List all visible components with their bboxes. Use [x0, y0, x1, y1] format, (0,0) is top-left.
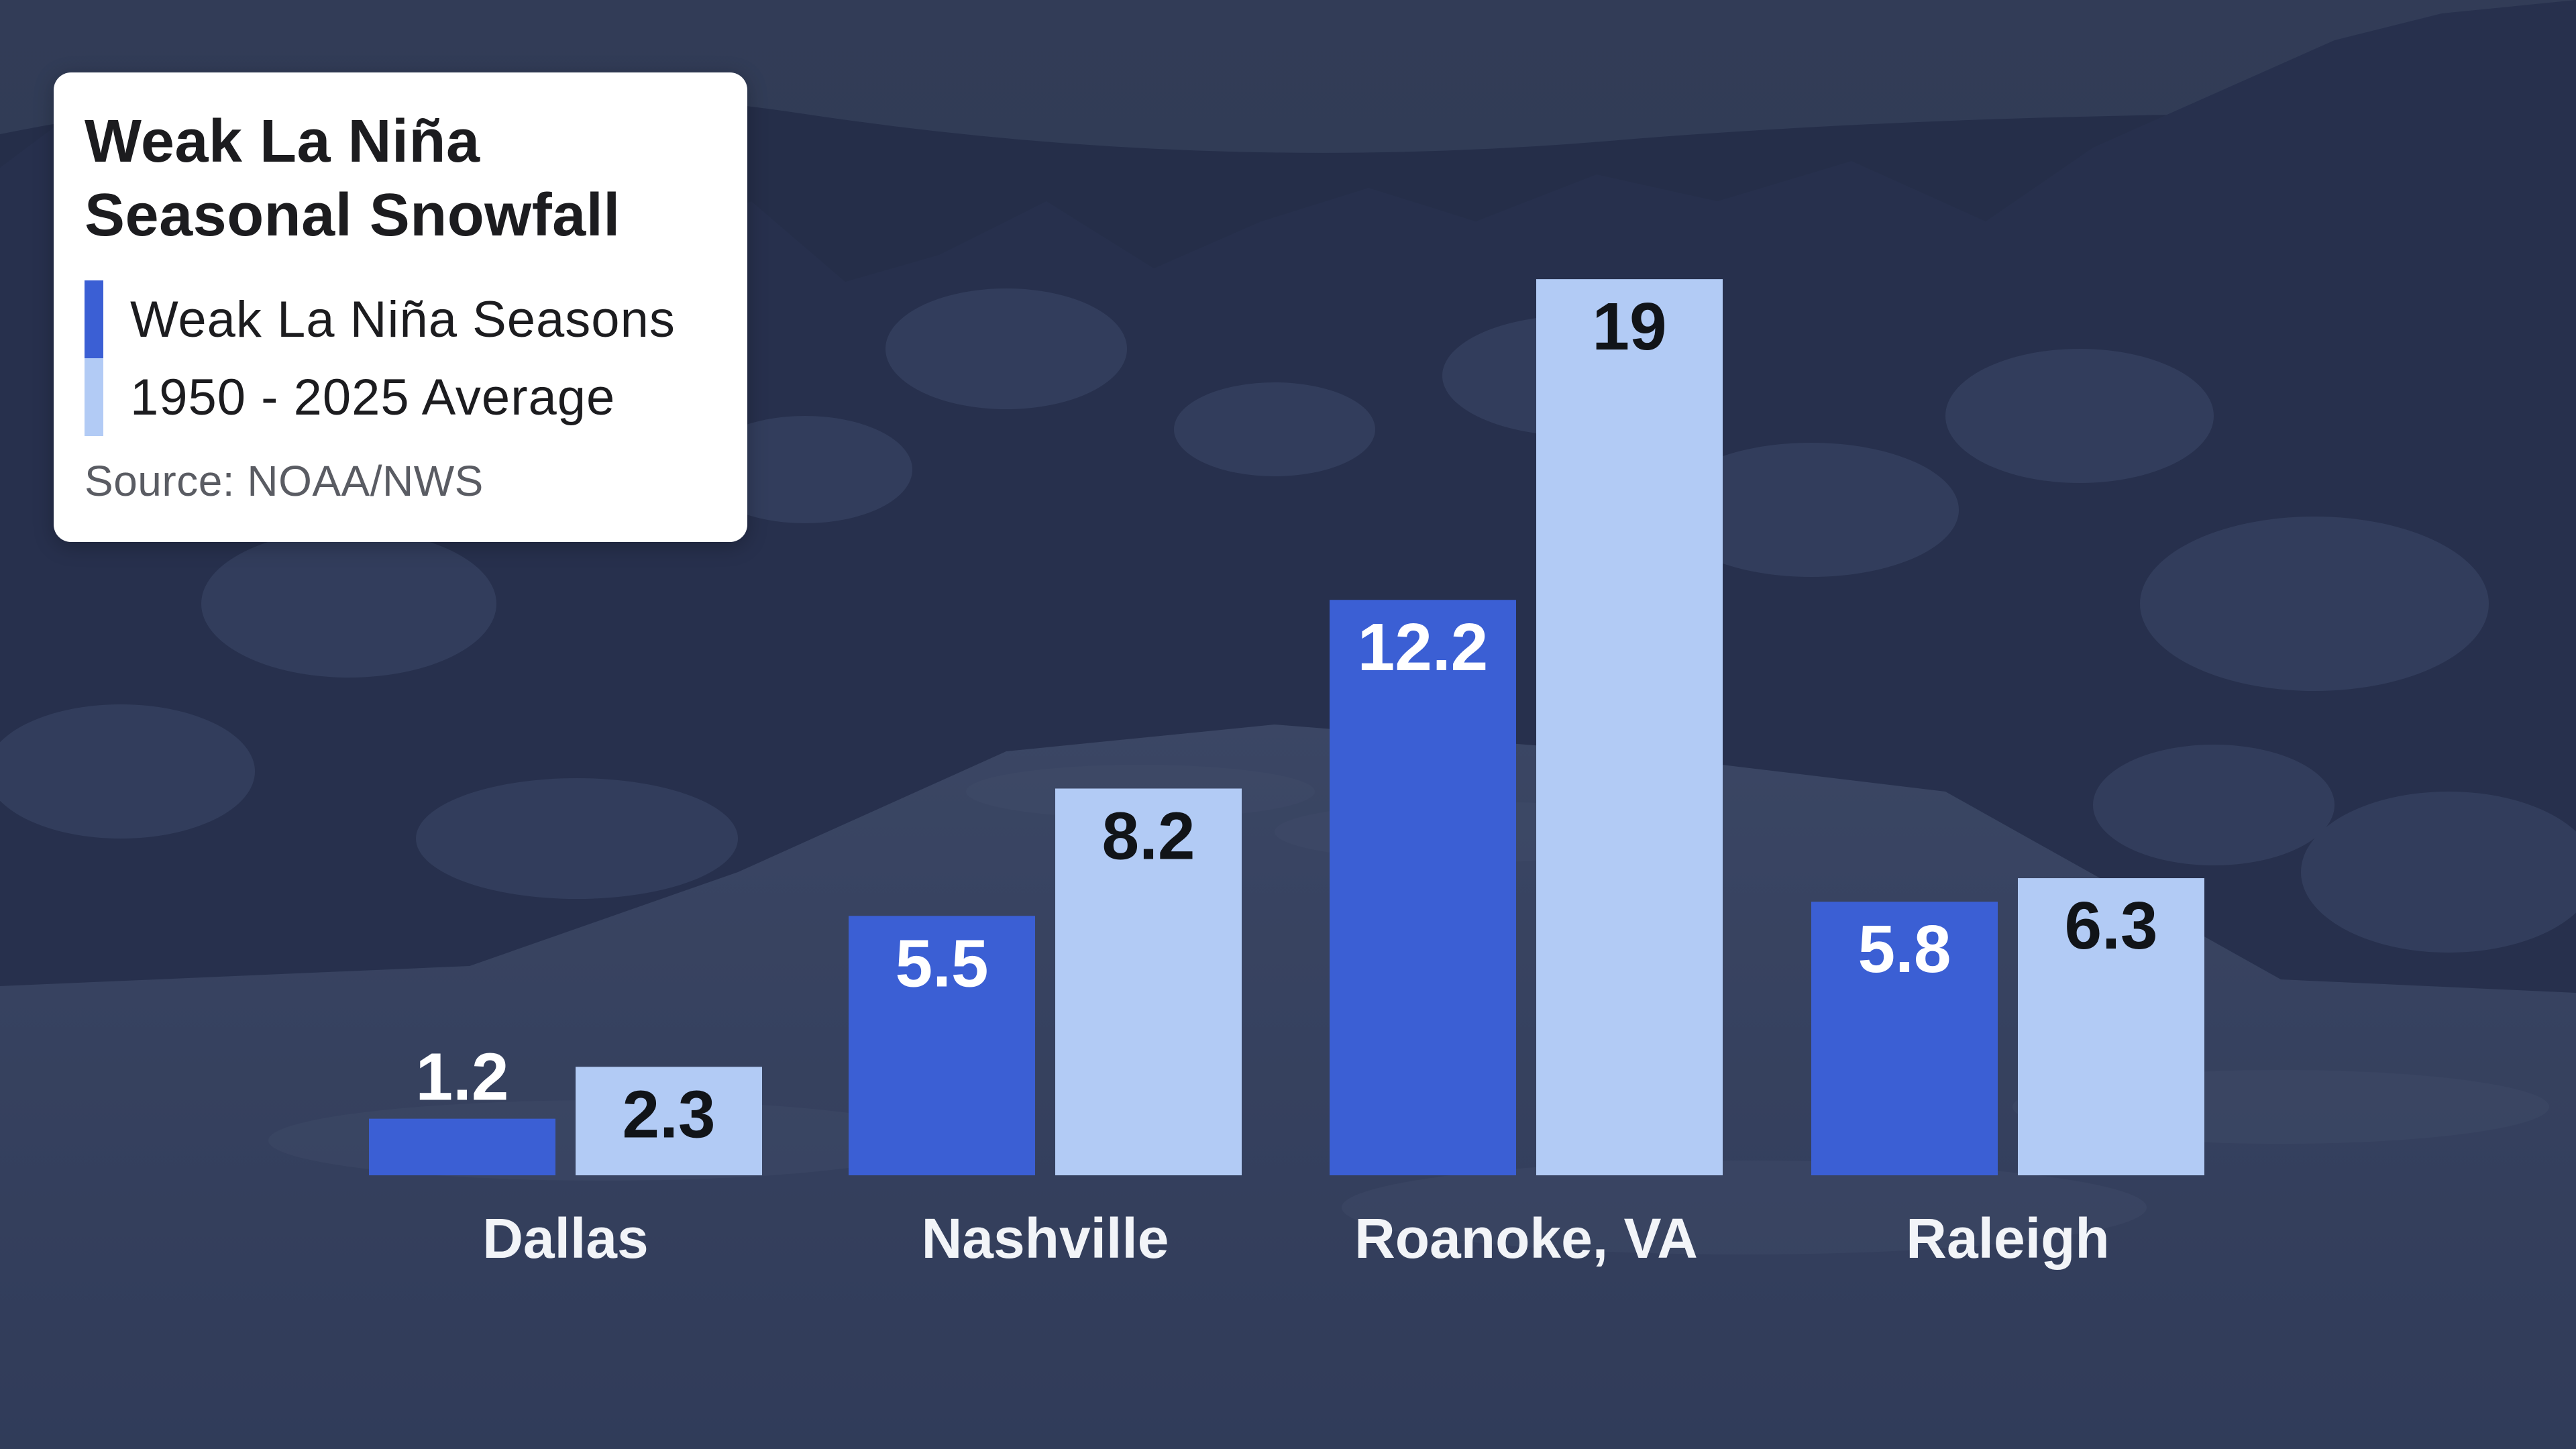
chart-title-line1: Weak La Niña	[85, 108, 480, 175]
legend-swatch-average	[85, 358, 103, 436]
category-label: Dallas	[482, 1207, 649, 1270]
value-label-raleigh-average: 6.3	[2064, 888, 2157, 963]
category-label: Roanoke, VA	[1354, 1207, 1698, 1270]
value-label-dallas-weak-la-nina: 1.2	[415, 1040, 508, 1115]
category-label: Nashville	[922, 1207, 1169, 1270]
bar-dallas-average	[576, 1067, 762, 1175]
legend-label-average: 1950 - 2025 Average	[130, 368, 616, 426]
value-label-roanoke-va-average: 19	[1592, 289, 1666, 364]
legend-item-weak-la-nina: Weak La Niña Seasons	[85, 280, 716, 358]
legend-item-average: 1950 - 2025 Average	[85, 358, 716, 436]
value-label-nashville-weak-la-nina: 5.5	[895, 926, 988, 1001]
bar-raleigh-average	[2018, 878, 2204, 1175]
legend-items: Weak La Niña Seasons 1950 - 2025 Average	[85, 280, 716, 436]
source-note: Source: NOAA/NWS	[85, 457, 484, 505]
bar-nashville-average	[1055, 788, 1242, 1175]
value-label-raleigh-weak-la-nina: 5.8	[1858, 912, 1951, 987]
value-label-dallas-average: 2.3	[622, 1077, 715, 1152]
legend-label-weak-la-nina: Weak La Niña Seasons	[130, 290, 676, 348]
bar-dallas-weak-la-nina	[369, 1118, 555, 1175]
legend-swatch-weak-la-nina	[85, 280, 103, 358]
bar-roanoke-va-weak-la-nina	[1330, 600, 1516, 1175]
chart-title: Weak La Niña Seasonal Snowfall	[85, 105, 716, 252]
chart-title-line2: Seasonal Snowfall	[85, 182, 621, 249]
bar-roanoke-va-average	[1536, 279, 1723, 1175]
bar-nashville-weak-la-nina	[849, 916, 1035, 1175]
value-label-nashville-average: 8.2	[1102, 798, 1195, 873]
category-label: Raleigh	[1906, 1207, 2109, 1270]
value-label-roanoke-va-weak-la-nina: 12.2	[1358, 610, 1489, 685]
legend-card: Weak La Niña Seasonal Snowfall Weak La N…	[54, 72, 747, 542]
bar-raleigh-weak-la-nina	[1811, 902, 1998, 1175]
